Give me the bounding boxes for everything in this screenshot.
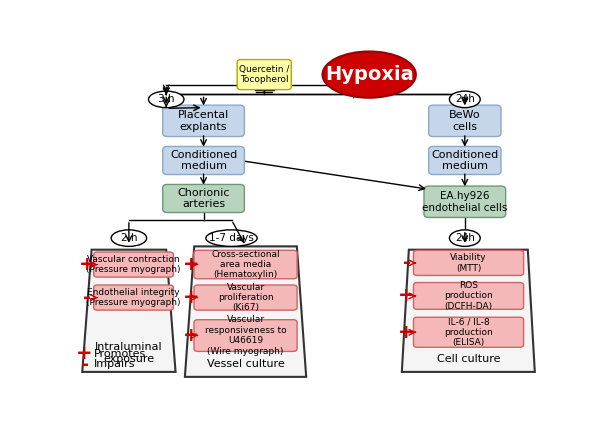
- Text: 24h: 24h: [455, 94, 475, 104]
- Text: +: +: [399, 287, 415, 305]
- Text: Viability
(MTT): Viability (MTT): [450, 253, 487, 272]
- Text: +: +: [79, 255, 95, 274]
- Text: +: +: [182, 255, 199, 274]
- Text: 2 h: 2 h: [120, 233, 137, 243]
- Text: Vascular
responsiveness to
U46619
(Wire myograph): Vascular responsiveness to U46619 (Wire …: [205, 315, 287, 356]
- Text: Vascular contraction
(Pressure myograph): Vascular contraction (Pressure myograph): [86, 255, 181, 274]
- Text: Quercetin /
Tocopherol: Quercetin / Tocopherol: [239, 65, 290, 85]
- FancyBboxPatch shape: [414, 251, 524, 275]
- Polygon shape: [402, 250, 535, 372]
- Text: Vascular
proliferation
(Ki67): Vascular proliferation (Ki67): [218, 283, 273, 312]
- FancyBboxPatch shape: [163, 105, 244, 136]
- Ellipse shape: [450, 91, 480, 108]
- Text: EA.hy926
endothelial cells: EA.hy926 endothelial cells: [422, 191, 507, 213]
- FancyBboxPatch shape: [424, 186, 506, 218]
- Text: Hypoxia: Hypoxia: [325, 65, 414, 84]
- Text: Conditioned
medium: Conditioned medium: [431, 150, 498, 171]
- Ellipse shape: [111, 230, 147, 246]
- Text: Cell culture: Cell culture: [437, 353, 500, 364]
- FancyBboxPatch shape: [429, 105, 501, 136]
- FancyBboxPatch shape: [94, 252, 173, 277]
- Text: Endothelial integrity
(Pressure myograph): Endothelial integrity (Pressure myograph…: [86, 288, 181, 307]
- Ellipse shape: [149, 91, 184, 108]
- FancyBboxPatch shape: [163, 146, 244, 175]
- FancyBboxPatch shape: [194, 251, 297, 279]
- Polygon shape: [82, 250, 176, 372]
- Text: Placental
explants: Placental explants: [178, 110, 229, 132]
- Text: 3 h: 3 h: [158, 94, 175, 104]
- FancyBboxPatch shape: [414, 317, 524, 347]
- Text: 24h: 24h: [455, 233, 475, 243]
- Text: BeWo
cells: BeWo cells: [449, 110, 480, 132]
- Text: +: +: [182, 326, 199, 345]
- FancyBboxPatch shape: [194, 320, 297, 351]
- Ellipse shape: [323, 51, 416, 98]
- Text: Conditioned
medium: Conditioned medium: [170, 150, 237, 171]
- Text: Promotes: Promotes: [94, 349, 146, 359]
- FancyBboxPatch shape: [237, 60, 291, 90]
- Text: Intraluminal
exposure: Intraluminal exposure: [95, 342, 163, 364]
- Text: Vessel culture: Vessel culture: [206, 359, 284, 369]
- Polygon shape: [185, 246, 306, 377]
- FancyBboxPatch shape: [429, 146, 501, 175]
- Text: Chorionic
arteries: Chorionic arteries: [178, 187, 230, 209]
- Text: +: +: [399, 323, 415, 342]
- FancyBboxPatch shape: [94, 285, 173, 310]
- FancyBboxPatch shape: [163, 184, 244, 212]
- Text: Impairs: Impairs: [94, 360, 135, 369]
- Text: -: -: [83, 288, 91, 307]
- Text: +: +: [182, 288, 199, 307]
- Text: -: -: [403, 254, 411, 272]
- Text: +: +: [76, 344, 93, 363]
- Text: IL-6 / IL-8
production
(ELISA): IL-6 / IL-8 production (ELISA): [444, 317, 493, 347]
- Ellipse shape: [206, 230, 257, 246]
- FancyBboxPatch shape: [194, 285, 297, 310]
- Text: Cross-sectional
area media
(Hematoxylin): Cross-sectional area media (Hematoxylin): [211, 250, 280, 279]
- Ellipse shape: [450, 230, 480, 246]
- FancyBboxPatch shape: [414, 283, 524, 309]
- Text: ROS
production
(DCFH-DA): ROS production (DCFH-DA): [444, 281, 493, 311]
- Text: 1-7 days: 1-7 days: [209, 233, 254, 243]
- Text: -: -: [81, 355, 88, 374]
